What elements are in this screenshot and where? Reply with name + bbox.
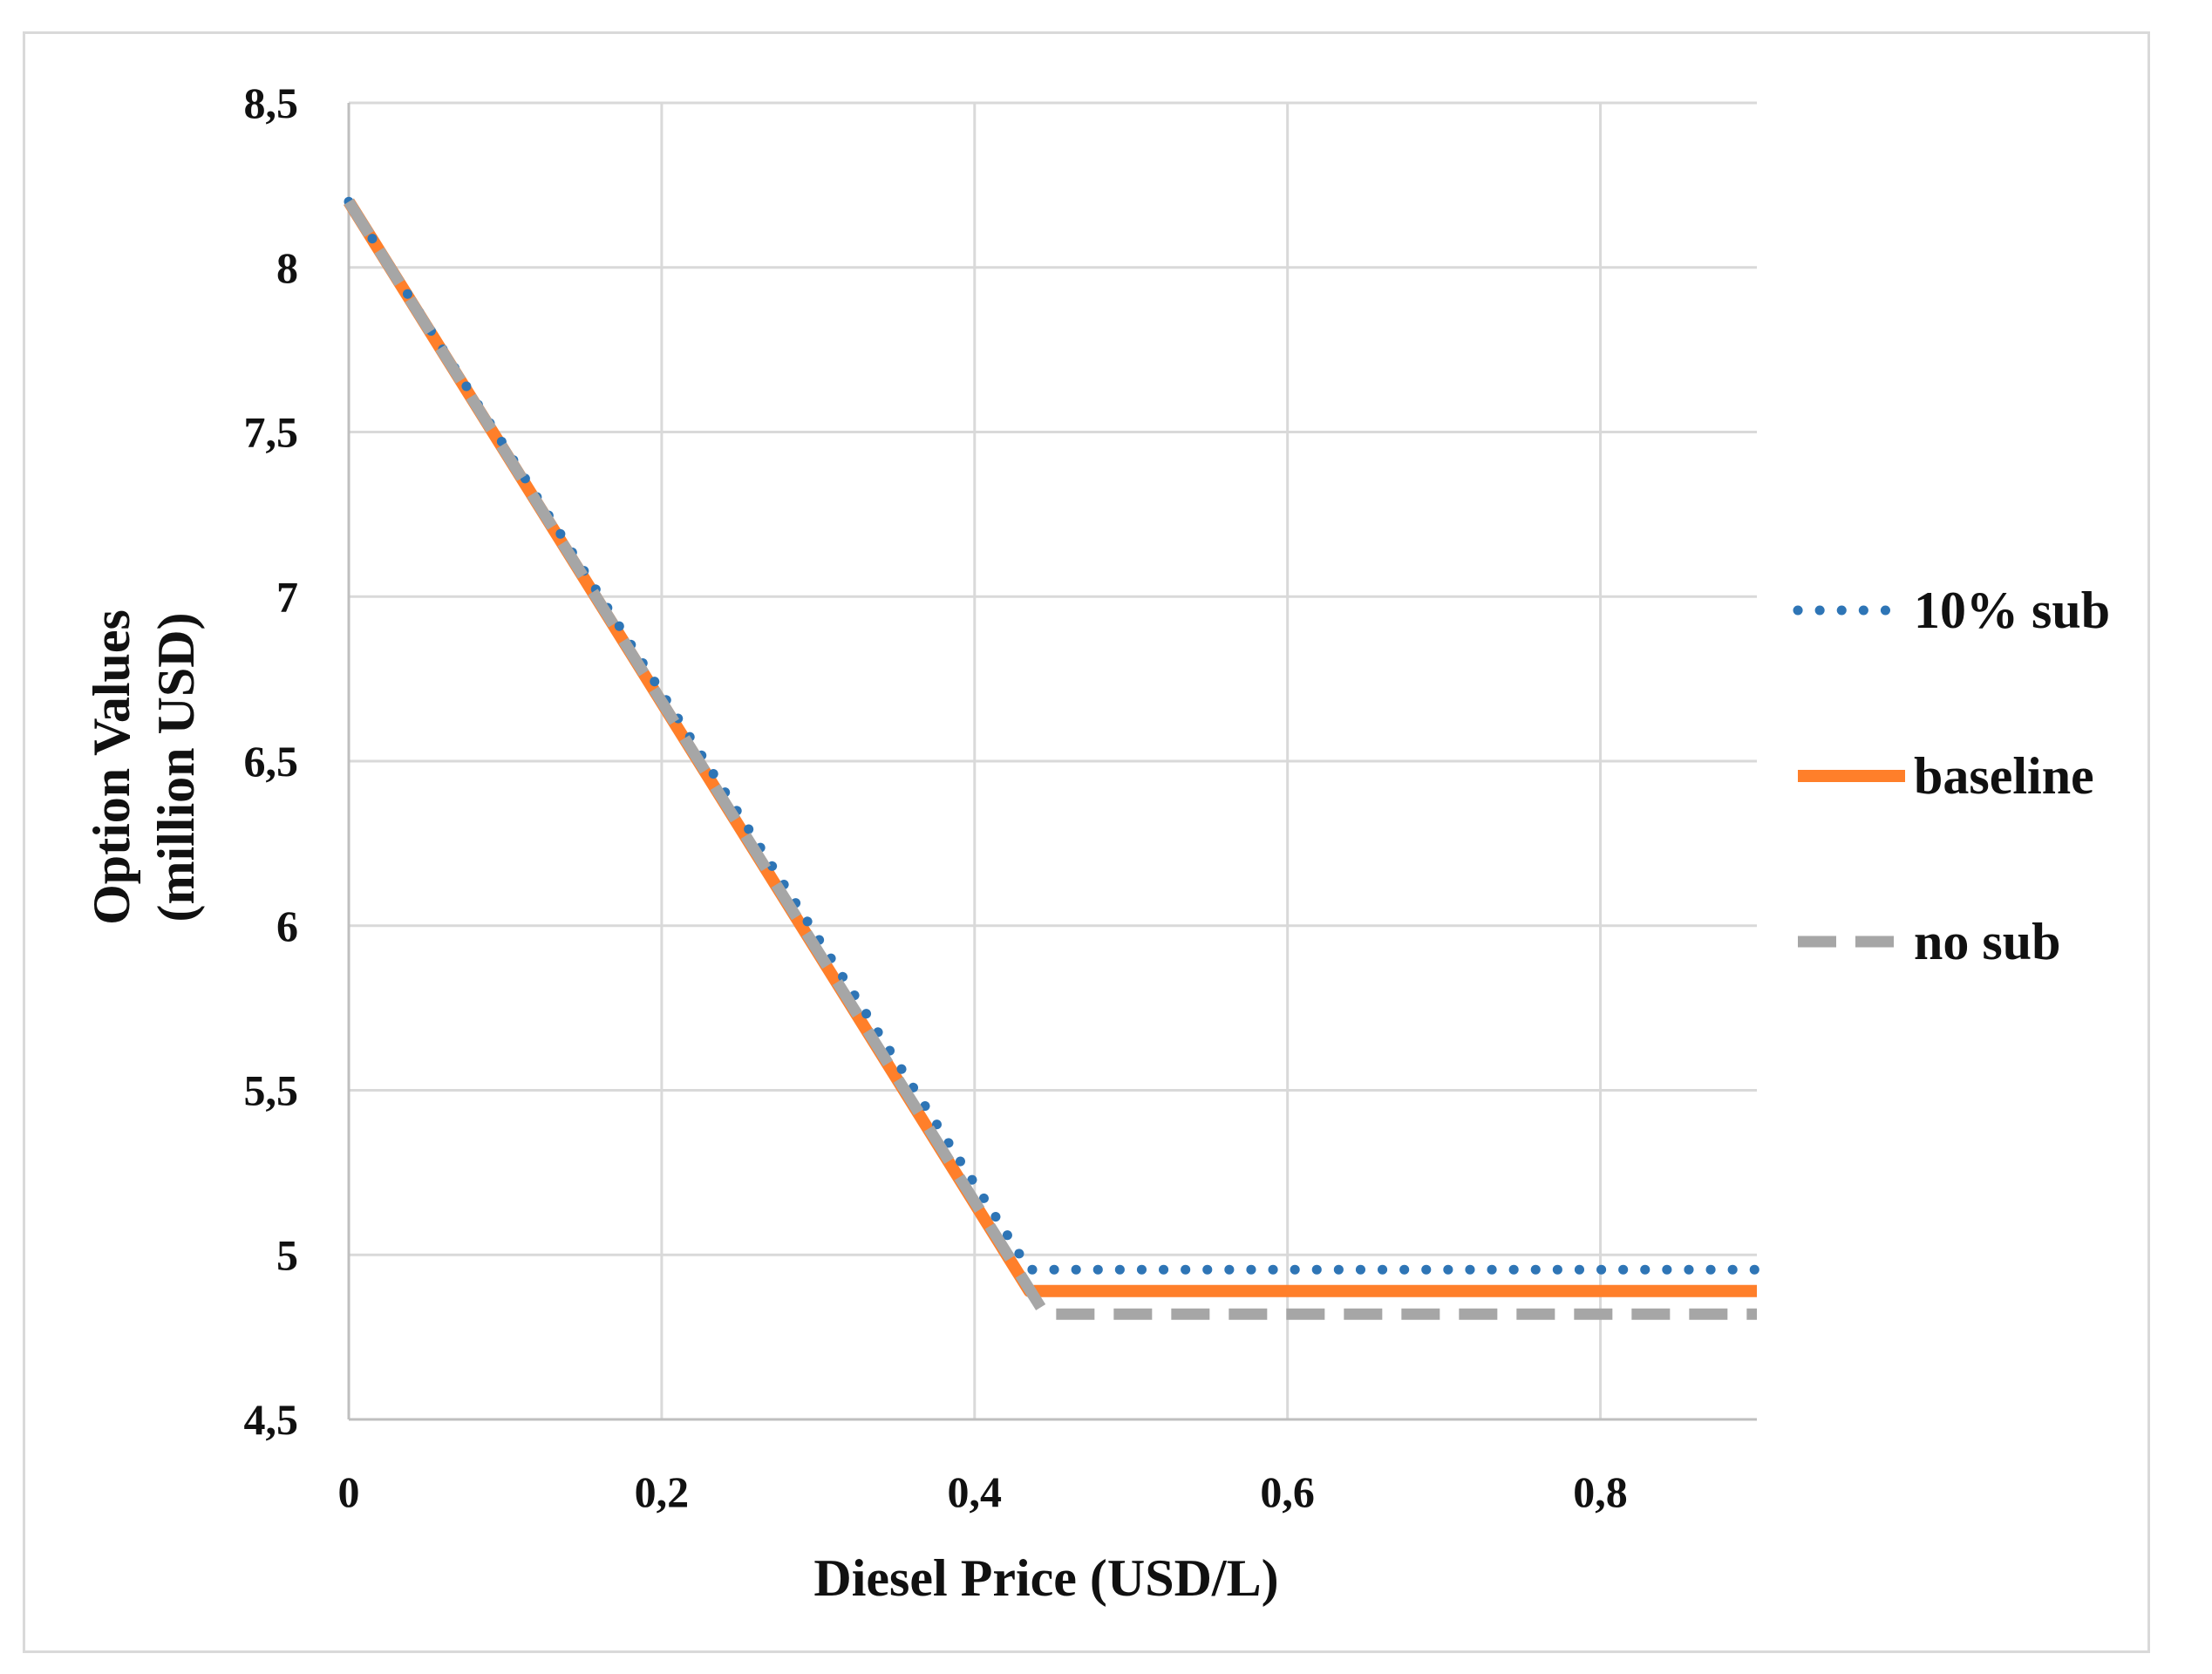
x-axis-title: Diesel Price (USD/L): [813, 1549, 1278, 1607]
x-tick-label: 0,6: [1260, 1467, 1315, 1516]
y-axis-title: Option Values (million USD): [83, 609, 205, 925]
legend-label: baseline: [1914, 747, 2094, 805]
legend-label: no sub: [1914, 913, 2060, 970]
legend: 10% sub baseline no sub: [1793, 582, 2110, 970]
series-line-no-sub: [344, 198, 1757, 1320]
x-tick-label: 0: [338, 1467, 360, 1516]
grid: [349, 101, 1757, 1419]
x-tick-label: 0,8: [1573, 1467, 1628, 1516]
x-tick-label: 0,2: [635, 1467, 690, 1516]
y-tick-label: 7: [276, 572, 298, 621]
x-tick-labels: 0 0,2 0,4 0,6 0,8: [338, 1467, 1628, 1516]
y-tick-label: 8,5: [244, 78, 299, 127]
y-tick-label: 5: [276, 1230, 298, 1279]
series-line-baseline: [344, 198, 1757, 1297]
chart-frame: [23, 31, 2150, 1653]
y-tick-label: 6,5: [244, 737, 299, 786]
y-tick-label: 4,5: [244, 1395, 299, 1444]
x-tick-label: 0,4: [948, 1467, 1003, 1516]
series-lines: [344, 196, 1762, 1320]
y-tick-label: 7,5: [244, 408, 299, 457]
axes: [347, 103, 1757, 1421]
series-line-10-sub: [344, 196, 1762, 1275]
y-tick-labels: 4,5 5 5,5 6 6,5 7 7,5 8 8,5: [244, 78, 299, 1444]
legend-label: 10% sub: [1914, 582, 2110, 639]
y-axis-title-line-1: Option Values: [83, 609, 140, 925]
y-tick-label: 5,5: [244, 1066, 299, 1115]
y-axis-title-line-2: (million USD): [147, 612, 205, 922]
y-tick-label: 6: [276, 902, 298, 950]
y-tick-label: 8: [276, 243, 298, 292]
